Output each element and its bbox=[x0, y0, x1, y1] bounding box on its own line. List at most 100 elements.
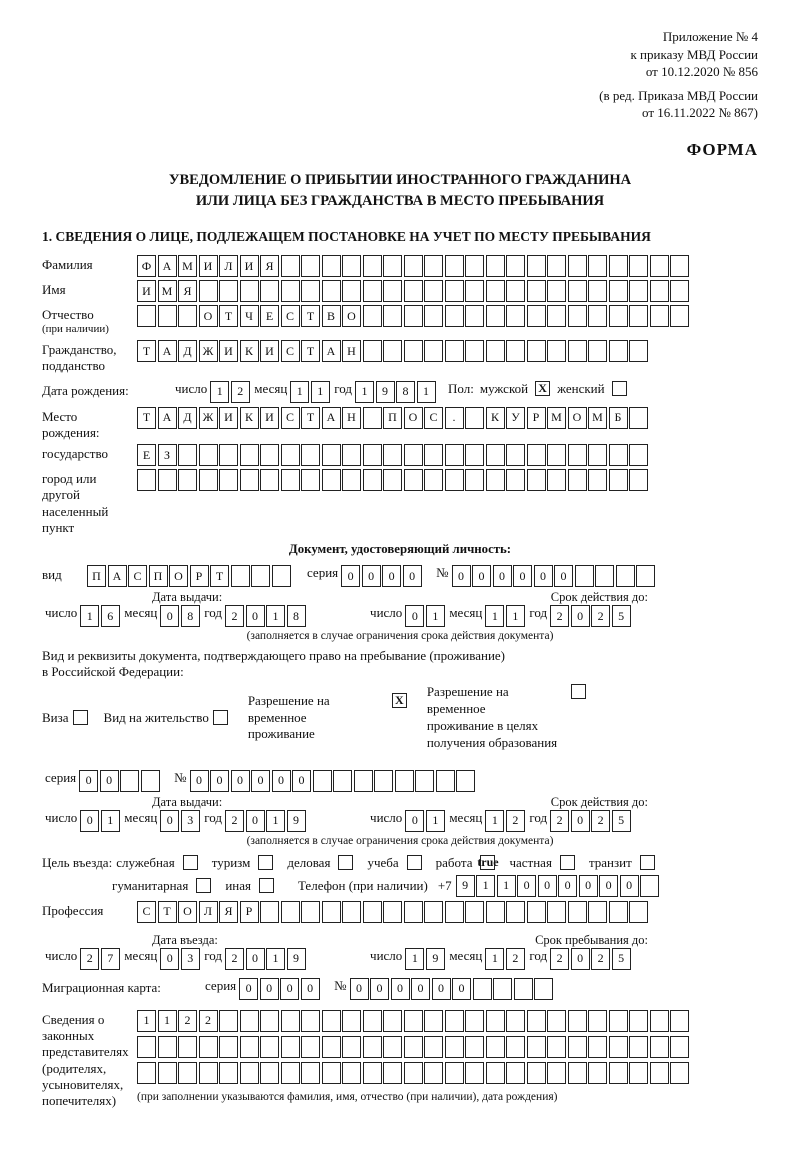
form-box[interactable]: А bbox=[108, 565, 127, 587]
form-box[interactable]: 9 bbox=[456, 875, 475, 897]
form-box[interactable]: 0 bbox=[538, 875, 557, 897]
form-box[interactable]: 9 bbox=[376, 381, 395, 403]
form-box[interactable]: 1 bbox=[266, 810, 285, 832]
form-box[interactable]: 0 bbox=[403, 565, 422, 587]
form-box[interactable] bbox=[650, 305, 669, 327]
form-box[interactable] bbox=[445, 255, 464, 277]
form-box[interactable]: 5 bbox=[612, 948, 631, 970]
form-box[interactable]: 5 bbox=[612, 605, 631, 627]
form-box[interactable] bbox=[650, 255, 669, 277]
form-box[interactable] bbox=[445, 305, 464, 327]
form-box[interactable] bbox=[547, 901, 566, 923]
form-box[interactable] bbox=[547, 1036, 566, 1058]
form-box[interactable]: Я bbox=[178, 280, 197, 302]
form-box[interactable] bbox=[342, 469, 361, 491]
form-box[interactable]: 1 bbox=[311, 381, 330, 403]
form-box[interactable]: 0 bbox=[260, 978, 279, 1000]
form-box[interactable]: 0 bbox=[579, 875, 598, 897]
form-box[interactable]: 0 bbox=[382, 565, 401, 587]
form-box[interactable]: И bbox=[240, 255, 259, 277]
form-box[interactable]: 2 bbox=[550, 605, 569, 627]
form-box[interactable] bbox=[568, 1036, 587, 1058]
form-box[interactable] bbox=[301, 280, 320, 302]
pob-boxes-line3[interactable] bbox=[137, 469, 650, 491]
form-box[interactable]: Я bbox=[260, 255, 279, 277]
form-box[interactable] bbox=[404, 340, 423, 362]
gender-female-checkbox[interactable] bbox=[612, 381, 627, 396]
form-box[interactable] bbox=[445, 469, 464, 491]
form-box[interactable] bbox=[424, 1062, 443, 1084]
form-box[interactable]: И bbox=[260, 340, 279, 362]
form-box[interactable] bbox=[609, 305, 628, 327]
form-box[interactable] bbox=[199, 1062, 218, 1084]
purpose-item-gumanitarnaya[interactable]: гуманитарная bbox=[112, 878, 215, 894]
purpose-item-tranzit[interactable]: транзит bbox=[589, 855, 659, 871]
form-box[interactable] bbox=[486, 340, 505, 362]
form-box[interactable] bbox=[527, 305, 546, 327]
form-box[interactable] bbox=[436, 770, 455, 792]
form-box[interactable] bbox=[251, 565, 270, 587]
form-box[interactable] bbox=[465, 1062, 484, 1084]
form-box[interactable] bbox=[547, 1010, 566, 1032]
form-box[interactable]: И bbox=[137, 280, 156, 302]
form-box[interactable] bbox=[281, 444, 300, 466]
form-box[interactable]: О bbox=[199, 305, 218, 327]
form-box[interactable] bbox=[137, 305, 156, 327]
form-box[interactable] bbox=[363, 340, 382, 362]
form-box[interactable] bbox=[547, 340, 566, 362]
form-box[interactable]: 0 bbox=[472, 565, 491, 587]
form-box[interactable] bbox=[260, 469, 279, 491]
form-box[interactable]: И bbox=[219, 407, 238, 429]
form-box[interactable] bbox=[424, 444, 443, 466]
form-box[interactable] bbox=[342, 280, 361, 302]
form-box[interactable]: Р bbox=[240, 901, 259, 923]
form-box[interactable] bbox=[383, 901, 402, 923]
form-box[interactable]: 0 bbox=[100, 770, 119, 792]
form-box[interactable]: 1 bbox=[158, 1010, 177, 1032]
form-box[interactable] bbox=[137, 469, 156, 491]
form-box[interactable]: 0 bbox=[362, 565, 381, 587]
form-box[interactable]: 0 bbox=[571, 605, 590, 627]
form-box[interactable]: 3 bbox=[181, 948, 200, 970]
form-box[interactable] bbox=[260, 444, 279, 466]
form-box[interactable]: 1 bbox=[266, 948, 285, 970]
form-box[interactable] bbox=[219, 1062, 238, 1084]
form-box[interactable] bbox=[465, 901, 484, 923]
form-box[interactable]: Н bbox=[342, 407, 361, 429]
form-box[interactable] bbox=[178, 305, 197, 327]
form-box[interactable] bbox=[568, 1062, 587, 1084]
form-box[interactable]: М bbox=[547, 407, 566, 429]
form-box[interactable] bbox=[506, 444, 525, 466]
form-box[interactable] bbox=[199, 1036, 218, 1058]
form-box[interactable]: 2 bbox=[550, 810, 569, 832]
form-box[interactable] bbox=[609, 444, 628, 466]
form-box[interactable] bbox=[178, 1036, 197, 1058]
form-box[interactable] bbox=[486, 901, 505, 923]
viza-checkbox[interactable] bbox=[73, 710, 88, 725]
form-box[interactable]: 2 bbox=[199, 1010, 218, 1032]
form-box[interactable]: 0 bbox=[513, 565, 532, 587]
form-box[interactable] bbox=[322, 469, 341, 491]
form-box[interactable] bbox=[301, 255, 320, 277]
form-box[interactable]: 0 bbox=[571, 810, 590, 832]
form-box[interactable]: 0 bbox=[79, 770, 98, 792]
form-box[interactable]: 0 bbox=[301, 978, 320, 1000]
form-box[interactable] bbox=[650, 1010, 669, 1032]
form-box[interactable] bbox=[363, 1062, 382, 1084]
form-box[interactable] bbox=[609, 901, 628, 923]
form-box[interactable] bbox=[629, 280, 648, 302]
form-box[interactable]: 1 bbox=[80, 605, 99, 627]
form-box[interactable] bbox=[609, 255, 628, 277]
form-box[interactable]: 0 bbox=[391, 978, 410, 1000]
form-box[interactable] bbox=[486, 1010, 505, 1032]
form-box[interactable]: 0 bbox=[246, 605, 265, 627]
form-box[interactable]: Л bbox=[199, 901, 218, 923]
